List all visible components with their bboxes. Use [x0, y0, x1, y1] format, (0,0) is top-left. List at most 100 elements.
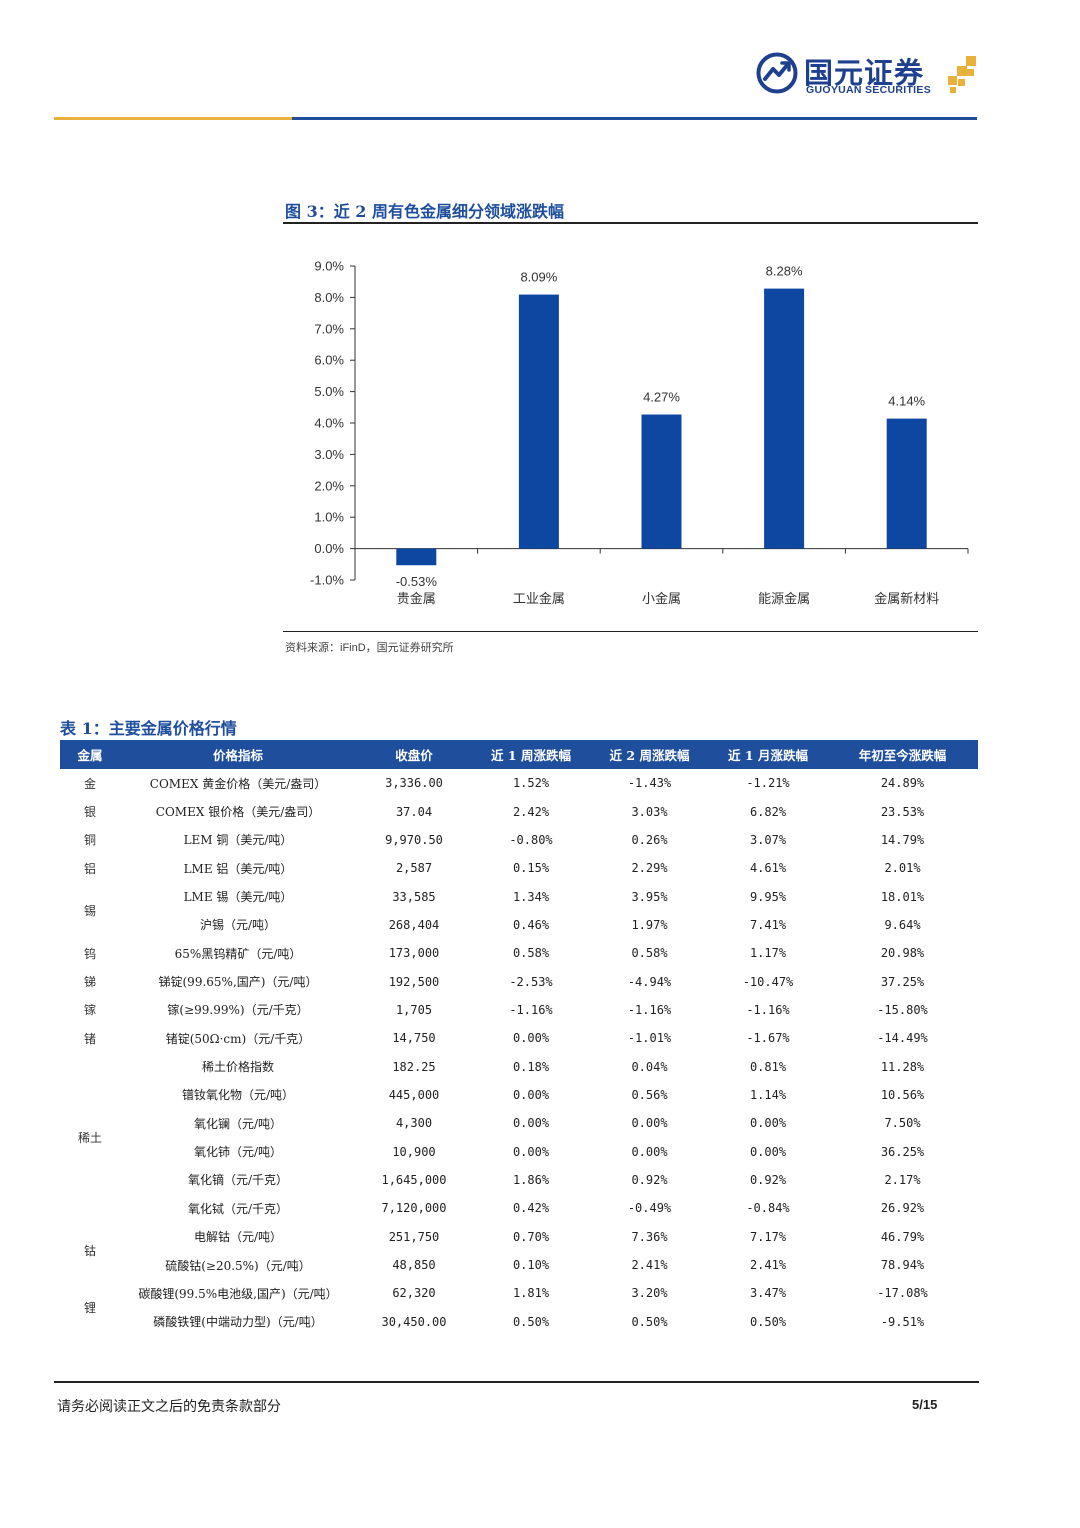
y-tick-label: 9.0% — [314, 259, 344, 274]
table-row: 银 COMEX 银价格（美元/盎司） 37.04 2.42% 3.03% 6.82% 23.… — [60, 797, 978, 825]
value-cell: 0.00% — [749, 1116, 787, 1131]
header-rule-blue — [292, 117, 977, 120]
value-cell: 0.46% — [512, 917, 550, 932]
value-cell: 62,320 — [392, 1286, 436, 1301]
y-tick-label: 6.0% — [314, 353, 344, 368]
value-cell: 6.82% — [749, 804, 787, 819]
table-row: 氧化铈（元/吨） 10,900 0.00% 0.00% 0.00% 36.25% — [60, 1137, 978, 1165]
category-label: 贵金属 — [397, 591, 436, 607]
metal-cell: 铜 — [83, 833, 96, 848]
metal-price-table: 金属 价格指标 收盘价 近 1 周涨跌幅 近 2 周涨跌幅 近 1 月涨跌幅 年… — [60, 740, 978, 1336]
indicator-cell: 氧化铽（元/千克） — [187, 1201, 289, 1216]
value-cell: 7.17% — [749, 1229, 787, 1244]
value-cell: -17.08% — [877, 1286, 928, 1301]
value-cell: 18.01% — [880, 889, 925, 904]
y-tick-label: 8.0% — [314, 290, 344, 305]
value-cell: 3.47% — [749, 1286, 787, 1301]
category-label: 金属新材料 — [874, 591, 939, 607]
value-cell: -1.16% — [746, 1002, 790, 1017]
value-cell: 3.07% — [749, 832, 787, 847]
value-cell: 251,750 — [388, 1229, 440, 1244]
value-cell: 0.70% — [512, 1229, 550, 1244]
value-cell: 1.97% — [631, 917, 668, 932]
y-tick-label: 1.0% — [314, 510, 344, 525]
indicator-cell: 电解钴（元/吨） — [193, 1230, 283, 1245]
value-cell: 1.17% — [749, 946, 787, 961]
header-close: 收盘价 — [356, 740, 472, 769]
table-row: 稀土 稀土价格指数 182.25 0.18% 0.04% 0.81% 11.28% — [60, 1052, 978, 1145]
y-tick-label: 7.0% — [314, 321, 344, 336]
value-cell: 173,000 — [388, 946, 440, 961]
table-row: 磷酸铁锂(中端动力型)（元/吨） 30,450.00 0.50% 0.50% 0.50%… — [60, 1308, 978, 1336]
value-cell: 11.28% — [880, 1059, 925, 1074]
value-cell: 445,000 — [388, 1087, 440, 1102]
value-cell: -9.51% — [880, 1314, 925, 1329]
indicator-cell: LME 铝（美元/吨） — [183, 861, 293, 876]
header-rule-gold — [54, 117, 292, 120]
value-cell: 10,900 — [392, 1144, 436, 1159]
value-cell: 3.20% — [631, 1286, 668, 1301]
table-row: 氧化镧（元/吨） 4,300 0.00% 0.00% 0.00% 7.50% — [60, 1109, 978, 1137]
indicator-cell: 镨钕氧化物（元/吨） — [181, 1088, 295, 1103]
y-tick-label: 5.0% — [314, 384, 344, 399]
metal-cell: 金 — [83, 776, 96, 791]
value-cell: 0.50% — [631, 1314, 668, 1329]
value-cell: -1.21% — [746, 776, 790, 791]
sector-change-bar-chart: 9.0% 8.0% 7.0% 6.0% 5.0% 4.0% 3.0% 2.0% 1.0% 0.0%… — [310, 259, 969, 607]
bar — [396, 548, 437, 566]
value-cell: 0.26% — [631, 832, 668, 847]
figure-title: 图 3：近 2 周有色金属细分领域涨跌幅 — [285, 202, 564, 221]
metal-cell: 钴 — [83, 1244, 96, 1259]
brand-squares-icon — [948, 56, 976, 93]
table-row: 硫酸钴(≥20.5%)（元/吨） 48,850 0.10% 2.41% 2.41% 78.… — [60, 1251, 978, 1279]
value-cell: 192,500 — [388, 974, 440, 989]
value-cell: 26.92% — [880, 1201, 925, 1216]
value-cell: 4,300 — [395, 1116, 433, 1131]
table-row: 钴 电解钴（元/吨） 251,750 0.70% 7.36% 7.17% 46.79% — [60, 1223, 978, 1259]
value-cell: 0.58% — [631, 946, 668, 961]
value-cell: -0.49% — [627, 1201, 672, 1216]
table-row: 沪锡（元/吨） 268,404 0.46% 1.97% 7.41% 9.64% — [60, 911, 978, 939]
category-label: 能源金属 — [758, 591, 810, 607]
company-logo-icon — [756, 52, 798, 94]
value-cell: 0.00% — [512, 1031, 550, 1046]
value-cell: 36.25% — [880, 1144, 925, 1159]
data-label: 8.09% — [520, 270, 557, 285]
value-cell: 0.10% — [512, 1258, 550, 1273]
value-cell: 1.86% — [512, 1172, 550, 1187]
value-cell: 0.42% — [512, 1201, 550, 1216]
table-header-row: 金属 价格指标 收盘价 近 1 周涨跌幅 近 2 周涨跌幅 近 1 月涨跌幅 年… — [60, 740, 978, 769]
metal-cell: 钨 — [83, 946, 96, 961]
header-1w: 近 1 周涨跌幅 — [472, 740, 590, 769]
metal-cell: 锂 — [83, 1301, 96, 1316]
value-cell: 1.52% — [512, 776, 550, 791]
value-cell: 7.41% — [749, 917, 787, 932]
value-cell: 9,970.50 — [385, 832, 443, 847]
metal-cell: 银 — [83, 805, 96, 820]
y-tick-label: 2.0% — [314, 478, 344, 493]
value-cell: 7.50% — [884, 1116, 921, 1131]
value-cell: 1.34% — [512, 889, 550, 904]
value-cell: 9.64% — [884, 917, 921, 932]
table-row: 锂 碳酸锂(99.5%电池级,国产)（元/吨） 62,320 1.81% 3.20% 3.… — [60, 1279, 978, 1315]
brand-name-en: GUOYUAN SECURITIES — [806, 84, 931, 96]
indicator-cell: 镓(≥99.99%)（元/千克） — [167, 1003, 309, 1018]
value-cell: 37.25% — [880, 974, 925, 989]
value-cell: 0.00% — [512, 1087, 550, 1102]
value-cell: -0.80% — [509, 832, 553, 847]
page-number: 5/15 — [912, 1397, 938, 1412]
value-cell: 182.25 — [392, 1059, 436, 1074]
indicator-cell: 硫酸钴(≥20.5%)（元/吨） — [165, 1258, 311, 1273]
metal-cell: 锡 — [83, 904, 96, 919]
bar — [641, 414, 682, 549]
value-cell: 2.41% — [631, 1258, 668, 1273]
value-cell: 3.03% — [631, 804, 668, 819]
bar — [886, 418, 927, 549]
data-label: 4.14% — [888, 394, 925, 409]
metal-cell: 锑 — [83, 975, 96, 990]
bar — [518, 294, 559, 549]
indicator-cell: 沪锡（元/吨） — [199, 918, 277, 933]
indicator-cell: 氧化铈（元/吨） — [193, 1145, 283, 1160]
value-cell: 0.50% — [749, 1314, 787, 1329]
value-cell: 14.79% — [880, 832, 925, 847]
